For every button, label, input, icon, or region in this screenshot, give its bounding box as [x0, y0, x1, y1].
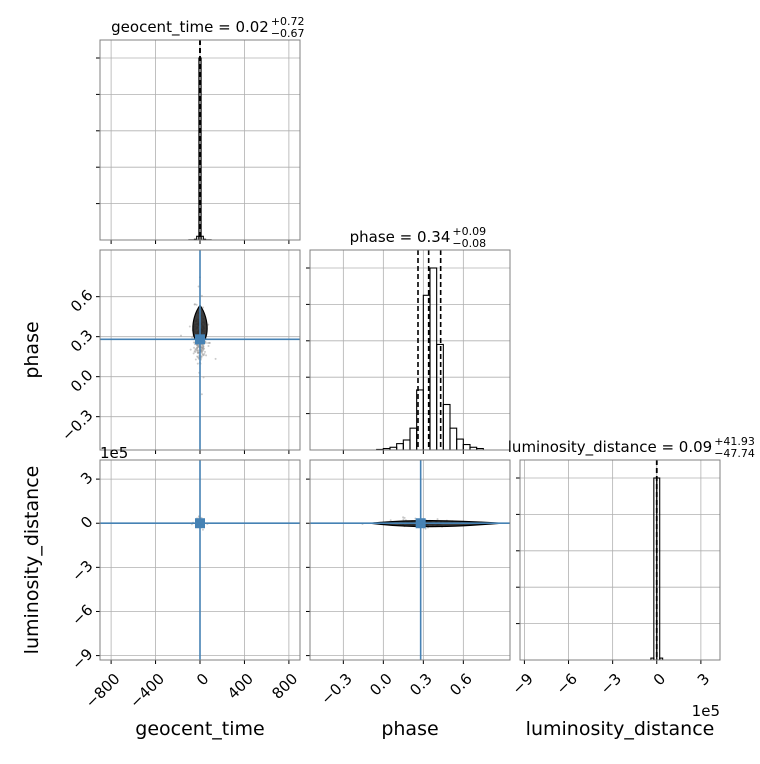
y-tick-label: −6	[68, 601, 96, 629]
sample-point	[201, 352, 203, 354]
y-tick-label: −0.3	[58, 406, 96, 444]
sample-point	[203, 348, 205, 350]
panel-title-lower-error: −0.08	[452, 237, 486, 250]
histogram-bar	[450, 428, 457, 450]
offset-label-y: 1e5	[100, 444, 128, 462]
histogram-bar	[397, 444, 404, 450]
panel-content	[520, 460, 720, 660]
x-tick-label: 0.0	[366, 670, 396, 700]
y-tick-label: 0.6	[67, 286, 97, 316]
sample-point	[191, 336, 193, 338]
panel-title-text: luminosity_distance = 0.09	[508, 438, 712, 457]
histogram-bar	[443, 405, 450, 451]
truth-marker	[195, 518, 205, 528]
panel-title-text: phase = 0.34	[350, 228, 451, 246]
x-tick-label: −0.3	[317, 670, 355, 708]
y-tick-label: −9	[68, 645, 96, 673]
histogram-bar	[410, 428, 417, 450]
sample-point	[215, 358, 217, 360]
panel-title-text: geocent_time = 0.02	[111, 18, 269, 37]
sample-point	[208, 345, 210, 347]
panel-title-phase: phase = 0.34+0.09−0.08	[350, 225, 487, 250]
x-tick-label: 0.6	[446, 670, 476, 700]
sample-point	[201, 295, 203, 297]
x-tick-label: −400	[126, 670, 168, 712]
panel-luminosity_distance-vs-luminosity_distance: −9 −6 −3 0 3	[509, 460, 720, 698]
panel-title-geocent_time: geocent_time = 0.02+0.72−0.67	[111, 15, 304, 40]
sample-point	[203, 376, 205, 378]
sample-point	[190, 349, 192, 351]
sample-point	[205, 354, 207, 356]
y-tick-label: 3	[77, 469, 96, 488]
histogram-bar	[403, 440, 410, 450]
y-tick-label: −3	[68, 557, 96, 585]
truth-marker	[195, 334, 205, 344]
sample-point	[193, 347, 195, 349]
x-tick-label: −3	[597, 670, 625, 698]
panel-title-lower-error: −0.67	[271, 27, 305, 40]
sample-point	[202, 354, 204, 356]
sample-point	[402, 518, 404, 520]
sample-point	[209, 342, 211, 344]
sample-point	[201, 393, 203, 395]
x-tick-label: 3	[694, 670, 713, 689]
truth-marker	[416, 518, 426, 528]
panel-luminosity_distance-vs-geocent_time: −9 −6 −3 0 3 −800−400 0 400 800	[68, 460, 301, 712]
panel-frame	[310, 460, 510, 660]
sample-point	[196, 356, 198, 358]
panel-luminosity_distance-vs-phase: −0.3 0.0 0.3 0.6	[306, 460, 510, 708]
panel-content	[100, 460, 300, 660]
sample-point	[437, 518, 439, 520]
sample-point	[195, 358, 197, 360]
x-axis-label-geocent_time: geocent_time	[135, 718, 264, 740]
x-tick-label: −6	[553, 670, 581, 698]
sample-point	[196, 347, 198, 349]
sample-point	[197, 363, 199, 365]
sample-point	[194, 303, 196, 305]
x-tick-label: 0	[650, 670, 669, 689]
panel-title-luminosity_distance: luminosity_distance = 0.09+41.93−47.74	[508, 435, 755, 460]
sample-point	[189, 326, 191, 328]
histogram-bar	[457, 439, 464, 450]
x-tick-label: −800	[82, 670, 124, 712]
x-tick-label: −9	[509, 670, 537, 698]
panel-frame	[310, 250, 510, 450]
panel-content	[310, 250, 510, 450]
sample-point	[207, 342, 209, 344]
x-tick-label: 0	[193, 670, 212, 689]
sample-point	[194, 351, 196, 353]
sample-point	[204, 351, 206, 353]
sample-point	[402, 516, 404, 518]
x-axis-label-luminosity_distance: luminosity_distance	[526, 718, 715, 740]
y-axis-label-phase: phase	[21, 321, 43, 378]
panel-title-lower-error: −47.74	[714, 447, 755, 460]
panel-phase-vs-phase	[306, 250, 510, 454]
sample-point	[180, 335, 182, 337]
x-tick-label: 0.3	[406, 670, 436, 700]
panel-content	[100, 224, 300, 450]
sample-point	[202, 346, 204, 348]
y-tick-label: 0.3	[67, 326, 97, 356]
sample-point	[195, 349, 197, 351]
histogram-bar	[463, 445, 470, 450]
y-tick-label: 0	[77, 513, 96, 532]
panel-geocent_time-vs-geocent_time	[96, 40, 300, 244]
sample-point	[193, 342, 195, 344]
sample-point	[202, 529, 204, 531]
panel-phase-vs-geocent_time: −0.3 0.0 0.3 0.6	[58, 224, 300, 454]
x-tick-label: 800	[268, 670, 301, 703]
panel-frame	[520, 460, 720, 660]
y-tick-label: 0.0	[67, 366, 97, 396]
panel-content	[310, 460, 510, 660]
x-tick-label: 400	[224, 670, 257, 703]
panel-content	[100, 40, 300, 240]
sample-point	[205, 342, 207, 344]
x-axis-label-phase: phase	[381, 718, 438, 740]
y-axis-label-luminosity_distance: luminosity_distance	[21, 466, 43, 655]
sample-point	[193, 352, 195, 354]
sample-point	[390, 519, 392, 521]
histogram-bar	[430, 268, 437, 450]
